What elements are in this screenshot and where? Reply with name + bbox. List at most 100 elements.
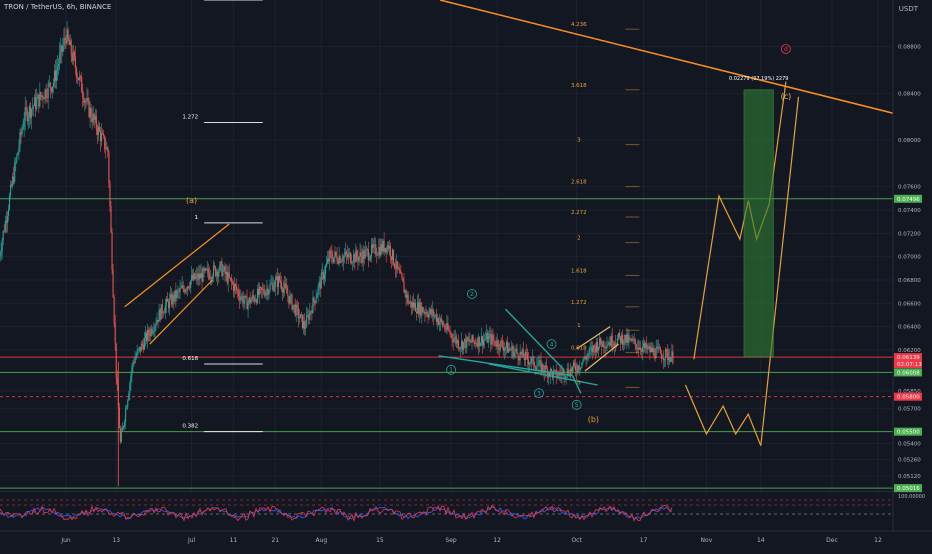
candle-body xyxy=(74,56,76,69)
candle-body xyxy=(33,105,35,108)
candle-body xyxy=(580,367,582,369)
price-tick-label: 0.07400 xyxy=(898,208,921,214)
wave-label: (a) xyxy=(186,196,197,205)
candle-body xyxy=(607,344,609,346)
currency-label: USDT xyxy=(898,5,918,13)
candle-body xyxy=(437,318,440,325)
wedge-lower-a[interactable] xyxy=(438,355,573,377)
candle-body xyxy=(257,288,260,295)
projection-path-down[interactable] xyxy=(684,96,800,446)
candle-body xyxy=(121,427,124,432)
time-tick-label: 12 xyxy=(874,537,882,544)
candle-body xyxy=(106,147,108,150)
wedge-lower-b[interactable] xyxy=(571,375,582,394)
candle-body xyxy=(604,347,606,348)
candle-body xyxy=(204,268,206,271)
candle-body xyxy=(523,357,525,361)
candle-body xyxy=(544,365,546,373)
candle-body xyxy=(579,368,581,370)
candle-body xyxy=(149,334,151,337)
candle-body xyxy=(198,273,200,280)
time-tick-label: 15 xyxy=(376,537,384,544)
candle-body xyxy=(304,321,306,329)
candle-body xyxy=(189,280,192,288)
candle-body xyxy=(466,337,468,348)
channel-a-lower[interactable] xyxy=(149,279,213,345)
candle-body xyxy=(412,302,414,308)
channel-b-lower[interactable] xyxy=(584,343,619,372)
candle-body xyxy=(125,408,127,422)
candle-body xyxy=(228,272,230,278)
candle-body xyxy=(151,328,153,334)
price-axis[interactable]: 0.08800 0.08400 0.08000 0.07600 0.07400 0.072… xyxy=(892,0,932,550)
candle-body xyxy=(40,92,42,97)
candle-body xyxy=(95,115,97,129)
candle-body xyxy=(264,293,266,296)
candle-body xyxy=(218,271,220,277)
candle-body xyxy=(172,294,174,305)
candle-body xyxy=(653,348,655,357)
candle-body xyxy=(363,250,365,259)
candle-body xyxy=(320,273,322,289)
channel-a-upper[interactable] xyxy=(124,223,230,308)
candle-body xyxy=(263,289,265,294)
price-tick-label: 0.06600 xyxy=(898,301,921,307)
fib-left-label: 0.382 xyxy=(182,424,198,430)
candle-body xyxy=(382,240,384,252)
candle-body xyxy=(227,272,229,283)
candle-body xyxy=(391,249,394,260)
candle-body xyxy=(450,334,452,335)
candle-body xyxy=(97,126,99,135)
candle-body xyxy=(627,333,629,343)
candle-body xyxy=(386,245,388,253)
candle-body xyxy=(236,286,238,291)
candle-body xyxy=(428,312,430,318)
wedge-base[interactable] xyxy=(488,363,598,386)
candle-body xyxy=(249,297,251,304)
candle-body xyxy=(48,82,50,84)
candle-body xyxy=(102,133,104,134)
candle-body xyxy=(141,343,143,345)
candle-body xyxy=(155,323,157,326)
candle-body xyxy=(493,340,495,341)
candle-body xyxy=(272,283,274,292)
candle-body xyxy=(459,347,462,349)
candle-body xyxy=(170,294,172,299)
trendline-long[interactable] xyxy=(439,0,894,114)
candle-body xyxy=(650,347,652,352)
candle-body xyxy=(329,250,331,262)
candle-body xyxy=(380,243,382,256)
candle-body xyxy=(608,342,610,345)
measure-box[interactable] xyxy=(743,89,774,358)
candle-body xyxy=(134,358,136,363)
candle-body xyxy=(315,298,317,304)
candle-body xyxy=(658,348,660,349)
candle-body xyxy=(139,347,141,352)
candle-body xyxy=(128,393,130,401)
fib-right-label: 1 xyxy=(577,323,581,329)
candle-body xyxy=(370,244,373,257)
candle-body xyxy=(150,328,152,337)
candle-body xyxy=(337,261,339,264)
price-label-text: 0.06008 xyxy=(897,370,920,376)
fib-right-label: 2.272 xyxy=(571,210,587,216)
candle-body xyxy=(82,92,84,98)
candle-body xyxy=(53,70,56,83)
candle-body xyxy=(481,336,484,346)
time-axis[interactable]: Jun 13 Jul 11 21 Aug 15 Sep 12 Oct 17 Nov 14 Dec 12 xyxy=(0,530,932,550)
candle-body xyxy=(147,330,149,341)
candle-body xyxy=(140,343,142,352)
candle-body xyxy=(93,114,95,120)
candle-body xyxy=(7,209,9,216)
channel-b-upper[interactable] xyxy=(576,326,611,350)
measure-label: 0.02279 (37.19%) 2279 xyxy=(729,76,789,82)
candle-body xyxy=(573,362,576,366)
candle-body xyxy=(586,355,588,360)
candle-body xyxy=(598,346,600,351)
candle-body xyxy=(414,303,417,312)
candle-body xyxy=(322,271,324,280)
candle-body xyxy=(327,258,329,264)
candle-body xyxy=(536,365,538,370)
wedge-upper[interactable] xyxy=(504,308,565,371)
